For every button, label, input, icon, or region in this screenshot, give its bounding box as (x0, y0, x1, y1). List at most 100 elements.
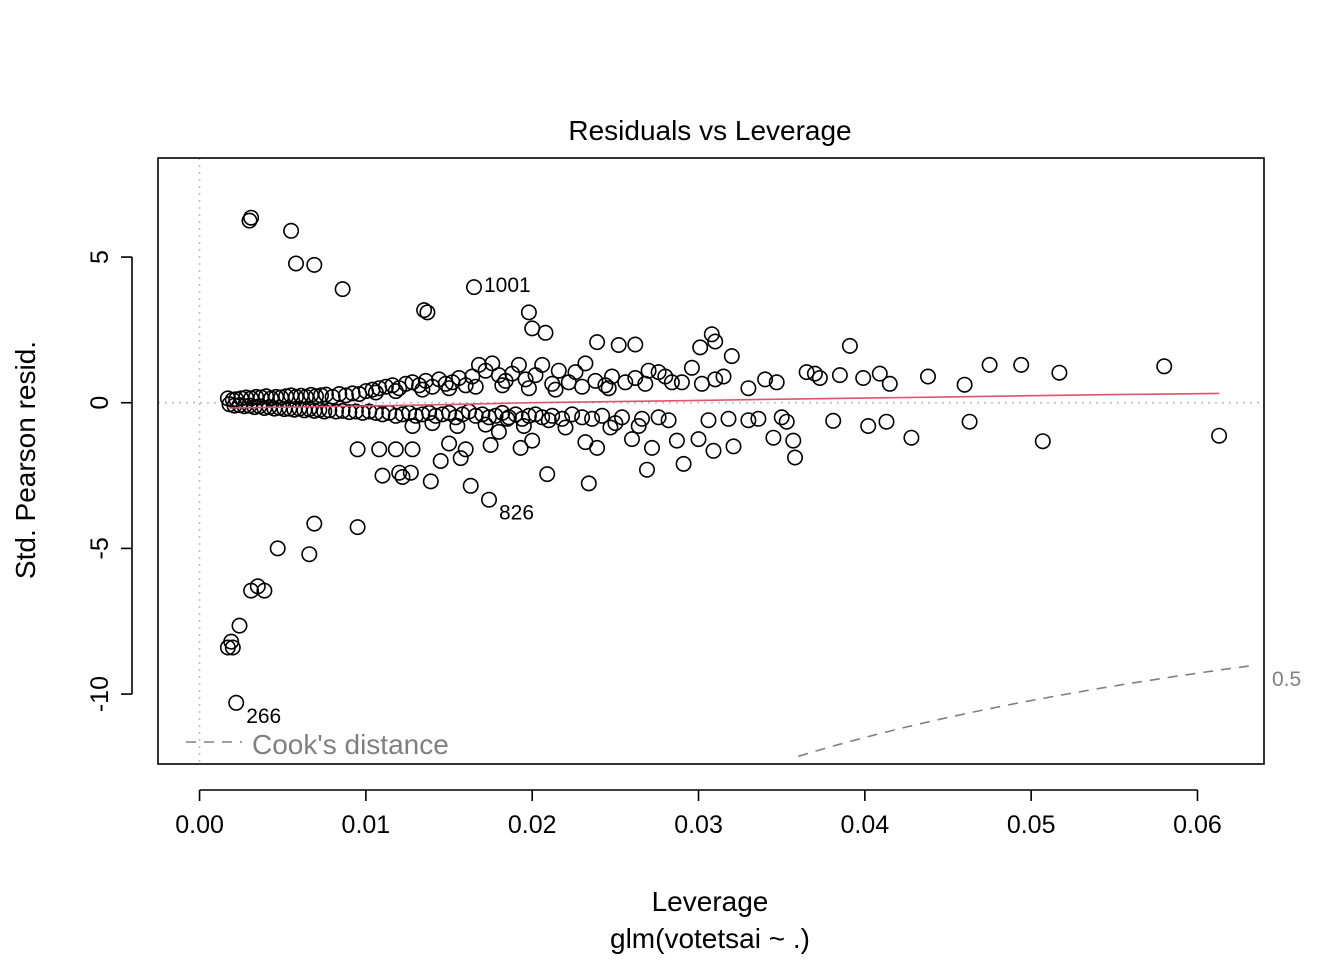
data-point (441, 435, 458, 452)
data-point (567, 364, 584, 381)
data-point (464, 368, 481, 385)
data-point (465, 279, 482, 296)
data-point (577, 355, 594, 372)
data-point (512, 439, 529, 456)
data-point (623, 431, 640, 448)
data-point (387, 383, 404, 400)
x-tick-label: 0.02 (508, 811, 557, 839)
data-point (550, 362, 567, 379)
data-point (404, 441, 421, 458)
data-point (334, 281, 351, 298)
data-point (785, 432, 802, 449)
data-point (831, 367, 848, 384)
data-point (1013, 356, 1030, 373)
data-point (306, 256, 323, 273)
data-point (441, 380, 458, 397)
data-point (367, 384, 384, 401)
data-point (768, 374, 785, 391)
data-point (422, 473, 439, 490)
data-point (560, 374, 577, 391)
data-point (419, 304, 436, 321)
data-point (317, 386, 334, 403)
data-point (740, 380, 757, 397)
data-point (577, 434, 594, 451)
chart-title: Residuals vs Leverage (568, 115, 851, 146)
data-point (224, 639, 241, 656)
data-point (1034, 433, 1051, 450)
data-point (594, 407, 611, 424)
data-point (811, 369, 828, 386)
data-point (437, 375, 454, 392)
data-point (643, 439, 660, 456)
x-axis: 0.00 0.01 0.02 0.03 0.04 0.05 0.06 (175, 789, 1222, 839)
smoother-curve (229, 392, 1220, 409)
data-point (482, 436, 499, 453)
data-point (256, 582, 273, 599)
smoother-line (229, 392, 1220, 409)
data-point (650, 364, 667, 381)
data-point (537, 324, 554, 341)
x-tick-label: 0.01 (342, 811, 391, 839)
data-point (700, 412, 717, 429)
data-point (663, 374, 680, 391)
data-point (243, 209, 260, 226)
data-point (961, 413, 978, 430)
data-point (477, 416, 494, 433)
data-point (321, 402, 338, 419)
data-point (416, 302, 433, 319)
data-point (334, 402, 351, 419)
data-point (703, 326, 720, 343)
data-point (660, 412, 677, 429)
data-point (301, 546, 318, 563)
x-axis-subtitle: glm(votetsai ~ .) (610, 923, 810, 954)
data-point (723, 348, 740, 365)
data-point (414, 381, 431, 398)
data-point (778, 413, 795, 430)
data-point (765, 429, 782, 446)
data-point (387, 441, 404, 458)
data-point (881, 375, 898, 392)
scatter-points (219, 209, 1228, 711)
data-point (337, 387, 354, 404)
data-point (331, 385, 348, 402)
data-point (374, 467, 391, 484)
data-point (269, 540, 286, 557)
data-point (806, 365, 823, 382)
data-point (903, 429, 920, 446)
data-point (871, 365, 888, 382)
data-point (1211, 427, 1228, 444)
data-point (786, 449, 803, 466)
data-point (341, 404, 358, 421)
data-point (394, 468, 411, 485)
data-point (633, 410, 650, 427)
y-tick-label: -5 (86, 537, 114, 559)
point-label-266: 266 (246, 705, 281, 728)
data-point (693, 375, 710, 392)
legend-cooks-distance-label: Cook's distance (252, 729, 449, 760)
data-point (564, 406, 581, 423)
data-point (640, 362, 657, 379)
data-point (462, 477, 479, 494)
x-tick-label: 0.00 (175, 811, 224, 839)
data-point (600, 380, 617, 397)
plot-frame (157, 157, 1265, 765)
legend: Cook's distance (186, 729, 449, 760)
data-point (878, 413, 895, 430)
y-tick-label: -10 (86, 676, 114, 712)
data-point (630, 417, 647, 434)
data-point (1051, 364, 1068, 381)
data-point (452, 450, 469, 467)
data-point (517, 371, 534, 388)
point-label-1001: 1001 (484, 274, 531, 297)
data-point (638, 461, 655, 478)
data-point (524, 432, 541, 449)
data-point (520, 380, 537, 397)
data-point (524, 320, 541, 337)
data-point (627, 336, 644, 353)
data-point (919, 368, 936, 385)
data-point (347, 403, 364, 420)
point-labels: 1001 826 266 (246, 274, 534, 728)
x-tick-label: 0.04 (841, 811, 890, 839)
data-point (610, 336, 627, 353)
data-point (494, 377, 511, 394)
